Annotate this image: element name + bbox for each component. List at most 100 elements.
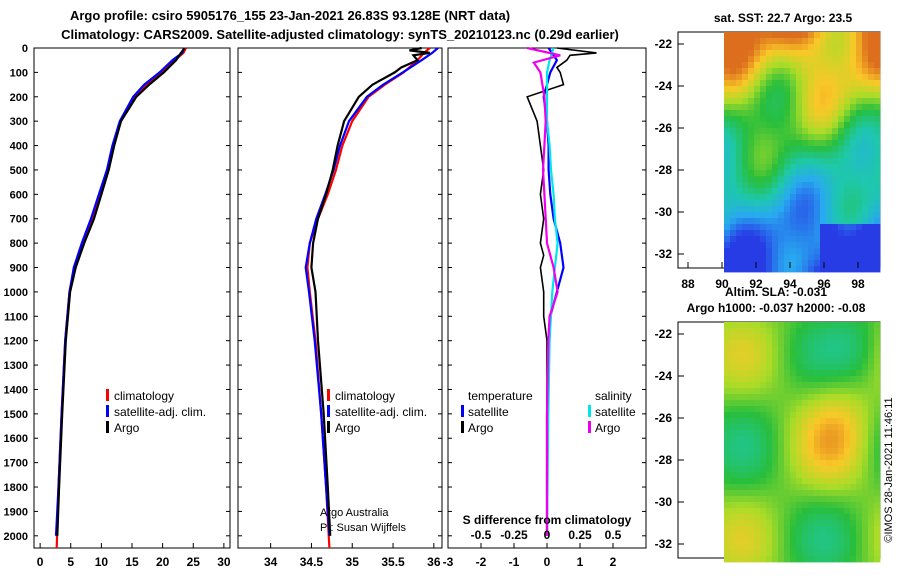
map-cell — [778, 80, 785, 87]
map-cell — [814, 376, 821, 383]
map-cell — [730, 32, 737, 39]
map-cell — [736, 32, 743, 39]
map-cell — [820, 364, 827, 371]
map-cell — [748, 400, 755, 407]
map-cell — [724, 38, 731, 45]
map-cell — [868, 406, 875, 413]
map-cell — [724, 550, 731, 557]
map-cell — [820, 328, 827, 335]
map-cell — [724, 364, 731, 371]
map-cell — [754, 182, 761, 189]
map-cell — [790, 496, 797, 503]
map-cell — [796, 412, 803, 419]
map-cell — [862, 116, 869, 123]
map-cell — [820, 248, 827, 255]
map-cell — [862, 80, 869, 87]
map-cell — [778, 164, 785, 171]
map-cell — [820, 394, 827, 401]
map-cell — [808, 538, 815, 545]
map-cell — [850, 358, 857, 365]
map-cell — [838, 44, 845, 51]
map-cell — [850, 376, 857, 383]
map-cell — [748, 104, 755, 111]
map-cell — [808, 92, 815, 99]
map-cell — [796, 340, 803, 347]
map-cell — [826, 158, 833, 165]
map-cell — [742, 490, 749, 497]
map-cell — [796, 104, 803, 111]
map-cell — [760, 556, 767, 563]
map-cell — [754, 388, 761, 395]
map-cell — [766, 44, 773, 51]
map-cell — [796, 448, 803, 455]
map-cell — [730, 116, 737, 123]
map-cell — [754, 62, 761, 69]
map-cell — [868, 526, 875, 533]
map-cell — [790, 418, 797, 425]
map-cell — [790, 194, 797, 201]
map-cell — [856, 466, 863, 473]
map-cell — [838, 526, 845, 533]
map-cell — [766, 188, 773, 195]
map-cell — [724, 514, 731, 521]
map-cell — [826, 176, 833, 183]
map-cell — [724, 98, 731, 105]
map-cell — [874, 236, 881, 243]
map-cell — [730, 206, 737, 213]
map-cell — [778, 556, 785, 563]
map-cell — [820, 526, 827, 533]
map-cell — [790, 74, 797, 81]
map-cell — [784, 80, 791, 87]
map-cell — [766, 322, 773, 329]
map-cell — [844, 254, 851, 261]
map-cell — [742, 358, 749, 365]
map-cell — [826, 200, 833, 207]
map-cell — [826, 454, 833, 461]
map-cell — [778, 74, 785, 81]
map-cell — [874, 104, 881, 111]
map-cell — [796, 514, 803, 521]
map-cell — [748, 116, 755, 123]
map-cell — [736, 454, 743, 461]
map-cell — [820, 532, 827, 539]
map-cell — [850, 86, 857, 93]
map-cell — [742, 116, 749, 123]
map-cell — [838, 170, 845, 177]
map-cell — [802, 230, 809, 237]
map-cell — [832, 92, 839, 99]
map-cell — [814, 260, 821, 267]
map-cell — [874, 110, 881, 117]
map-cell — [826, 32, 833, 39]
map-cell — [754, 230, 761, 237]
map-cell — [772, 520, 779, 527]
map-cell — [766, 104, 773, 111]
map-cell — [850, 484, 857, 491]
map-cell — [790, 442, 797, 449]
map-cell — [862, 472, 869, 479]
map-cell — [784, 526, 791, 533]
map-cell — [730, 328, 737, 335]
map-cell — [772, 38, 779, 45]
map-cell — [748, 110, 755, 117]
map-cell — [736, 212, 743, 219]
map-cell — [742, 526, 749, 533]
map-cell — [766, 98, 773, 105]
map-cell — [856, 260, 863, 267]
map-cell — [808, 544, 815, 551]
map-cell — [838, 140, 845, 147]
map-cell — [754, 334, 761, 341]
map-cell — [772, 394, 779, 401]
map-cell — [850, 364, 857, 371]
map-cell — [808, 110, 815, 117]
map-cell — [832, 382, 839, 389]
map-cell — [874, 514, 881, 521]
map-cell — [778, 490, 785, 497]
depth-tick-label: 600 — [10, 189, 28, 201]
map-cell — [826, 98, 833, 105]
map-cell — [820, 86, 827, 93]
map-cell — [802, 194, 809, 201]
map-cell — [796, 460, 803, 467]
map-cell — [760, 152, 767, 159]
map-cell — [814, 544, 821, 551]
map-cell — [808, 412, 815, 419]
